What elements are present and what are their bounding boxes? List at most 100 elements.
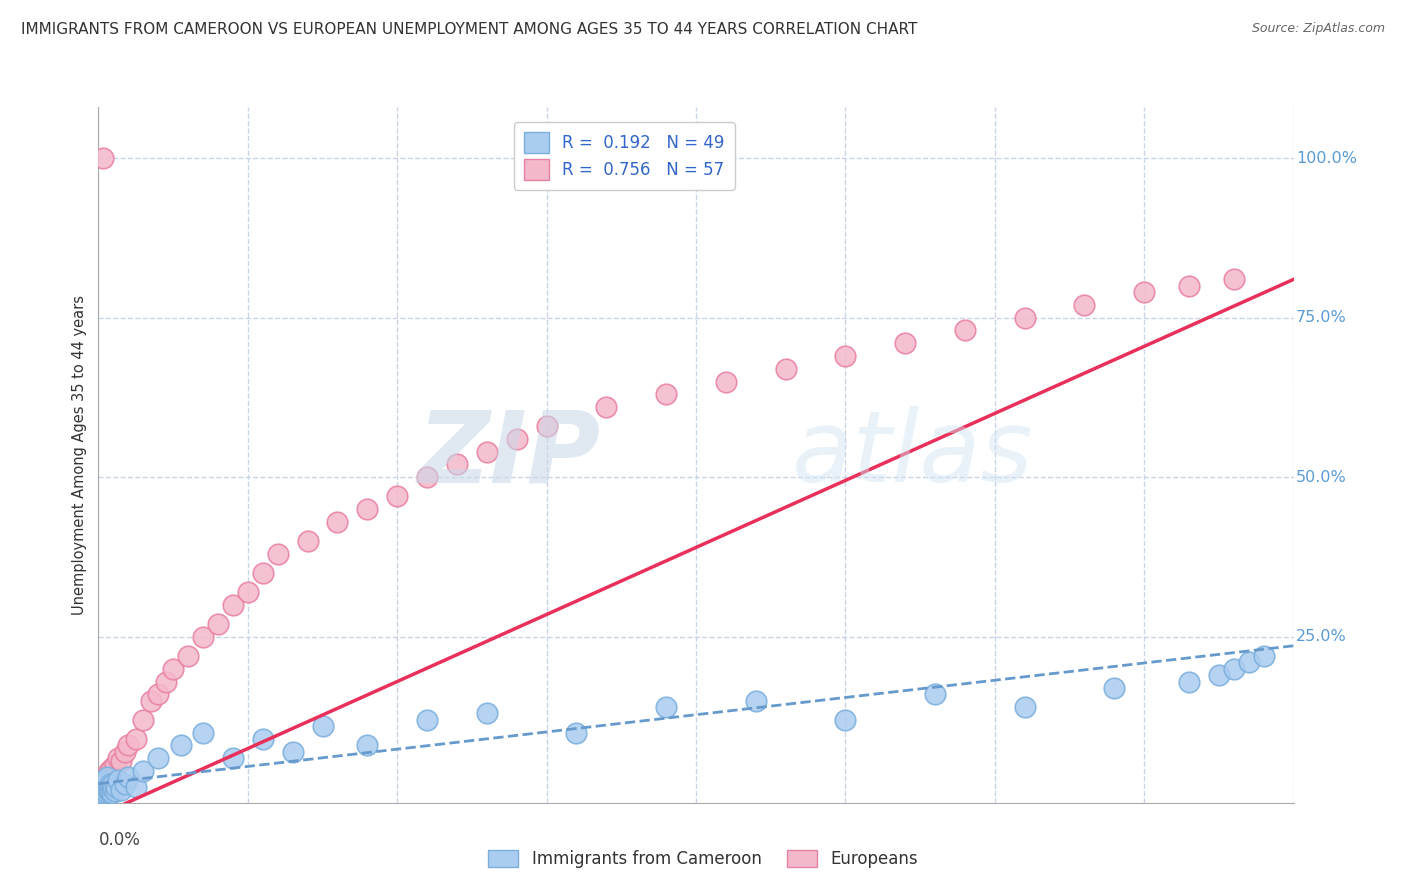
Point bbox=[1237, 656, 1260, 670]
Point bbox=[169, 739, 191, 753]
Point bbox=[97, 764, 120, 778]
Point bbox=[745, 694, 768, 708]
Point bbox=[91, 786, 114, 800]
Point bbox=[714, 375, 737, 389]
Point bbox=[105, 780, 128, 794]
Point bbox=[105, 770, 128, 784]
Point bbox=[416, 713, 439, 727]
Point bbox=[89, 786, 111, 800]
Point bbox=[297, 534, 319, 549]
Text: atlas: atlas bbox=[792, 407, 1033, 503]
Point bbox=[91, 775, 114, 789]
Point bbox=[91, 151, 114, 165]
Point bbox=[117, 770, 139, 784]
Point bbox=[110, 754, 132, 768]
Point bbox=[506, 432, 529, 446]
Point bbox=[110, 783, 132, 797]
Point bbox=[894, 336, 917, 351]
Point bbox=[148, 751, 170, 765]
Point bbox=[98, 780, 122, 794]
Point bbox=[114, 777, 136, 791]
Point bbox=[191, 725, 214, 739]
Point bbox=[1178, 674, 1201, 689]
Point bbox=[953, 323, 976, 337]
Text: 0.0%: 0.0% bbox=[98, 830, 141, 848]
Point bbox=[281, 745, 304, 759]
Point bbox=[91, 778, 114, 792]
Point bbox=[385, 490, 409, 504]
Point bbox=[93, 783, 115, 797]
Point bbox=[89, 780, 111, 794]
Point bbox=[132, 764, 155, 778]
Point bbox=[89, 781, 111, 796]
Point bbox=[90, 777, 112, 791]
Point bbox=[155, 674, 177, 689]
Point bbox=[252, 566, 274, 580]
Point bbox=[94, 773, 117, 788]
Point bbox=[96, 781, 118, 796]
Point bbox=[1073, 298, 1095, 312]
Point bbox=[1223, 272, 1246, 286]
Point bbox=[89, 786, 111, 800]
Point bbox=[98, 777, 122, 791]
Point bbox=[107, 773, 129, 788]
Point bbox=[207, 617, 229, 632]
Point bbox=[595, 400, 617, 414]
Point bbox=[97, 784, 120, 798]
Legend: Immigrants from Cameroon, Europeans: Immigrants from Cameroon, Europeans bbox=[482, 843, 924, 875]
Point bbox=[139, 694, 162, 708]
Point bbox=[103, 781, 125, 796]
Point bbox=[101, 761, 124, 775]
Point bbox=[655, 700, 678, 714]
Point bbox=[1253, 648, 1275, 663]
Point bbox=[222, 751, 245, 765]
Point bbox=[177, 648, 200, 663]
Point bbox=[1014, 700, 1036, 714]
Point bbox=[475, 706, 498, 721]
Point bbox=[775, 361, 797, 376]
Point bbox=[98, 783, 122, 797]
Point bbox=[1208, 668, 1230, 682]
Point bbox=[93, 770, 115, 784]
Point bbox=[103, 773, 125, 788]
Point bbox=[97, 780, 120, 794]
Point bbox=[96, 767, 118, 781]
Point bbox=[236, 585, 259, 599]
Text: 100.0%: 100.0% bbox=[1296, 151, 1357, 166]
Point bbox=[104, 784, 127, 798]
Point bbox=[1133, 285, 1156, 300]
Point bbox=[655, 387, 678, 401]
Point bbox=[90, 784, 112, 798]
Point bbox=[356, 739, 378, 753]
Point bbox=[252, 731, 274, 746]
Legend: R =  0.192   N = 49, R =  0.756   N = 57: R = 0.192 N = 49, R = 0.756 N = 57 bbox=[515, 122, 734, 190]
Point bbox=[191, 630, 214, 644]
Point bbox=[125, 731, 148, 746]
Point bbox=[222, 598, 245, 612]
Point bbox=[104, 757, 127, 772]
Point bbox=[162, 662, 184, 676]
Point bbox=[107, 751, 129, 765]
Point bbox=[114, 745, 136, 759]
Point bbox=[117, 739, 139, 753]
Point bbox=[90, 784, 112, 798]
Point bbox=[91, 783, 114, 797]
Point bbox=[475, 444, 498, 458]
Point bbox=[96, 781, 118, 796]
Point bbox=[1104, 681, 1126, 695]
Point bbox=[267, 547, 290, 561]
Text: Source: ZipAtlas.com: Source: ZipAtlas.com bbox=[1251, 22, 1385, 36]
Point bbox=[94, 784, 117, 798]
Point bbox=[446, 458, 468, 472]
Point bbox=[93, 773, 115, 788]
Point bbox=[536, 419, 558, 434]
Point bbox=[125, 780, 148, 794]
Point bbox=[1178, 278, 1201, 293]
Point bbox=[94, 775, 117, 789]
Point bbox=[1223, 662, 1246, 676]
Point bbox=[1014, 310, 1036, 325]
Point bbox=[96, 770, 118, 784]
Text: IMMIGRANTS FROM CAMEROON VS EUROPEAN UNEMPLOYMENT AMONG AGES 35 TO 44 YEARS CORR: IMMIGRANTS FROM CAMEROON VS EUROPEAN UNE… bbox=[21, 22, 918, 37]
Point bbox=[834, 713, 856, 727]
Text: 25.0%: 25.0% bbox=[1296, 630, 1347, 644]
